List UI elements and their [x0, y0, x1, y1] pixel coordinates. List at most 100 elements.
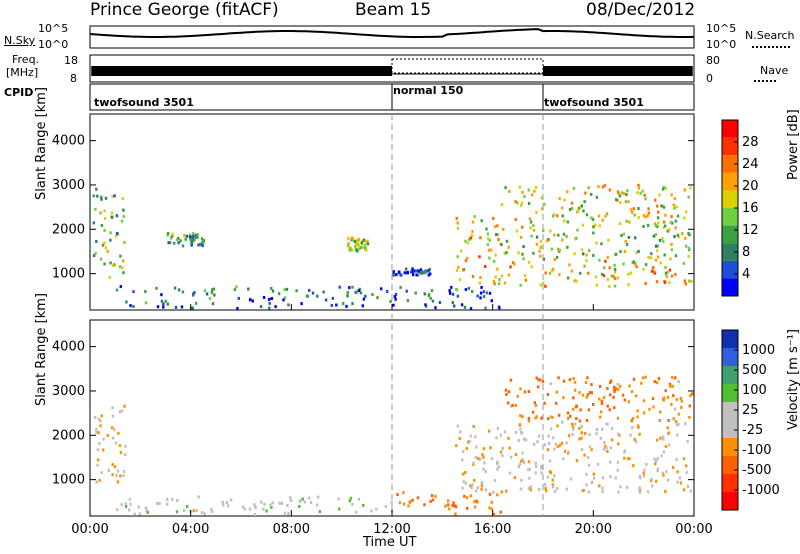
- power-echo-cell: [412, 273, 415, 277]
- power-echo-cell: [570, 269, 573, 273]
- velocity-echo-cell: [402, 502, 406, 506]
- power-echo-cell: [397, 270, 401, 274]
- velocity-echo-cell: [563, 449, 567, 453]
- velocity-echo-cell: [472, 425, 475, 428]
- power-echo-cell: [535, 235, 539, 239]
- power-echo-cell: [627, 283, 630, 287]
- power-echo-cell: [687, 195, 690, 199]
- velocity-echo-cell: [592, 472, 595, 476]
- velocity-echo-cell: [548, 459, 552, 463]
- power-echo-cell: [485, 291, 488, 295]
- velocity-echo-cell: [316, 495, 320, 499]
- power-echo-cell: [561, 214, 564, 218]
- velocity-echo-cell: [659, 436, 662, 440]
- power-echo-cell: [662, 185, 666, 189]
- cpid-label: CPID: [4, 86, 34, 99]
- power-echo-cell: [399, 285, 402, 289]
- velocity-echo-cell: [645, 462, 648, 466]
- velocity-echo-cell: [558, 443, 562, 447]
- power-echo-cell: [462, 268, 465, 272]
- power-echo-cell: [505, 239, 509, 243]
- power-echo-cell: [103, 209, 106, 213]
- power-echo-cell: [456, 255, 459, 259]
- velocity-echo-cell: [598, 397, 601, 401]
- velocity-echo-cell: [462, 472, 465, 476]
- power-echo-cell: [308, 288, 311, 292]
- power-echo-cell: [650, 252, 653, 256]
- power-echo-cell: [500, 243, 503, 247]
- velocity-colorbar-label: Velocity [m s⁻¹]: [786, 329, 800, 430]
- velocity-echo-cell: [628, 384, 631, 388]
- power-echo-cell: [548, 271, 552, 275]
- velocity-echo-cell: [514, 431, 518, 434]
- power-echo-cell: [523, 195, 526, 198]
- power-echo-cell: [115, 288, 119, 292]
- power-echo-cell: [190, 306, 193, 310]
- power-echo-cell: [575, 279, 578, 283]
- velocity-echo-cell: [226, 504, 230, 508]
- power-echo-cell: [627, 235, 631, 239]
- velocity-echo-cell: [144, 506, 148, 510]
- velocity-echo-cell: [471, 483, 474, 487]
- velocity-echo-cell: [96, 463, 99, 467]
- power-echo-cell: [582, 252, 585, 256]
- power-echo-cell: [427, 293, 431, 297]
- velocity-echo-cell: [503, 430, 507, 434]
- power-echo-cell: [155, 286, 158, 290]
- power-echo-cell: [660, 204, 663, 208]
- power-echo-cell: [179, 239, 182, 243]
- power-echo-cell: [617, 191, 620, 195]
- velocity-colorbar-tick-label: 100: [742, 383, 767, 398]
- velocity-echo-cell: [606, 404, 609, 408]
- power-echo-cell: [566, 276, 570, 280]
- velocity-colorbar-swatch: [722, 420, 738, 438]
- velocity-echo-cell: [636, 409, 639, 413]
- velocity-echo-cell: [586, 376, 589, 380]
- power-echo-cell: [268, 301, 271, 305]
- velocity-echo-cell: [528, 467, 531, 471]
- power-echo-cell: [584, 191, 587, 195]
- power-echo-cell: [674, 254, 678, 258]
- nave-label: Nave: [760, 64, 789, 77]
- power-echo-cell: [464, 288, 468, 292]
- velocity-echo-cell: [566, 411, 570, 415]
- power-echo-cell: [530, 193, 534, 197]
- power-echo-cell: [580, 248, 584, 252]
- power-echo-cell: [595, 241, 598, 245]
- velocity-echo-cell: [595, 432, 598, 436]
- power-echo-cell: [676, 214, 680, 218]
- power-echo-cell: [129, 304, 132, 308]
- power-echo-cell: [656, 204, 659, 208]
- velocity-echo-cell: [517, 438, 520, 442]
- power-echo-cell: [631, 210, 634, 214]
- power-echo-cell: [583, 200, 586, 204]
- velocity-echo-cell: [653, 380, 656, 384]
- velocity-echo-cell: [509, 455, 513, 459]
- velocity-echo-cell: [601, 490, 604, 493]
- velocity-echo-cell: [468, 439, 471, 443]
- velocity-echo-cell: [581, 393, 585, 397]
- velocity-echo-cell: [686, 484, 690, 488]
- velocity-echo-cell: [679, 397, 683, 400]
- power-echo-cell: [625, 193, 628, 197]
- power-echo-cell: [625, 243, 629, 247]
- power-echo-cell: [409, 270, 413, 274]
- power-echo-cell: [392, 270, 395, 274]
- power-echo-cell: [119, 254, 122, 258]
- power-echo-cell: [618, 194, 622, 198]
- velocity-echo-cell: [516, 394, 519, 398]
- power-echo-cell: [455, 288, 459, 292]
- velocity-echo-cell: [600, 399, 604, 403]
- velocity-echo-cell: [490, 457, 494, 461]
- noise-trace: [89, 28, 695, 38]
- velocity-echo-cell: [474, 499, 477, 503]
- power-echo-cell: [570, 201, 574, 205]
- power-echo-cell: [524, 274, 527, 278]
- power-echo-cell: [656, 216, 660, 220]
- power-echo-cell: [644, 282, 647, 285]
- power-echo-cell: [167, 241, 170, 245]
- velocity-echo-cell: [464, 481, 467, 485]
- velocity-echo-cell: [508, 471, 512, 475]
- velocity-echo-cell: [507, 436, 510, 440]
- power-echo-cell: [493, 259, 496, 263]
